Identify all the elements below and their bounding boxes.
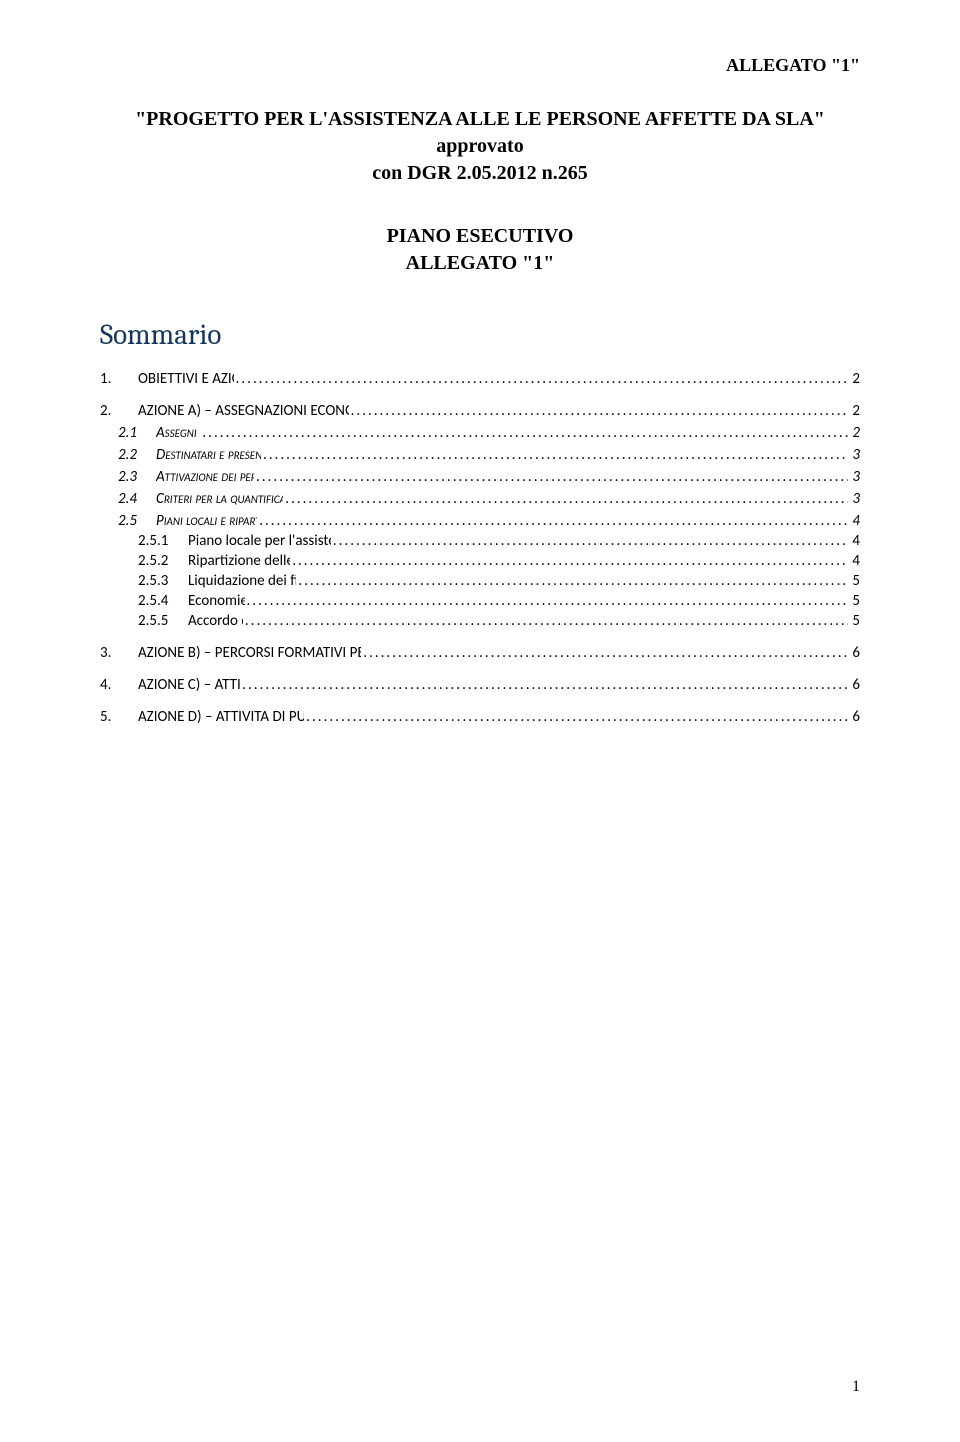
toc-entry-page: 6 [848,676,860,694]
toc-leader [349,402,849,420]
toc-leader [261,446,848,464]
toc-entry-2-1[interactable]: 2.1 Assegni di cura 2 [100,424,860,442]
toc-entry-number: 2. [100,402,138,420]
toc-leader [200,424,848,442]
toc-entry-label: AZIONE B) – PERCORSI FORMATIVI PER I FAM… [138,644,361,662]
toc-entry-label: Economie di spesa [188,592,245,610]
toc-entry-2-5[interactable]: 2.5 Piani locali e ripartizione delle ri… [100,512,860,530]
toc-entry-page: 5 [848,612,860,630]
toc-entry-label: Piano locale per l'assistenza alle perso… [188,532,331,550]
toc-entry-label: AZIONE D) – ATTIVITA DI PUBBLICIZZAZIONE… [138,708,304,726]
toc-leader [245,592,849,610]
toc-entry-5[interactable]: 5. AZIONE D) – ATTIVITA DI PUBBLICIZZAZI… [100,708,860,726]
header-annex-label: ALLEGATO "1" [100,55,860,76]
toc-entry-page: 4 [848,532,860,550]
toc-leader [257,512,848,530]
toc-entry-number: 4. [100,676,138,694]
toc-entry-label: Attivazione dei percorsi assistenziali. [156,468,254,486]
toc-entry-3[interactable]: 3. AZIONE B) – PERCORSI FORMATIVI PER I … [100,644,860,662]
toc-entry-number: 1. [100,370,138,388]
toc-entry-page: 4 [848,552,860,570]
toc-entry-number: 2.5.3 [100,572,188,590]
toc-entry-page: 3 [848,446,860,464]
toc-leader [283,490,848,508]
toc-entry-2-4[interactable]: 2.4 Criteri per la quantificazione degli… [100,490,860,508]
toc-entry-2-5-5[interactable]: 2.5.5 Accordo di fiducia 5 [100,612,860,630]
toc-entry-2[interactable]: 2. AZIONE A) – ASSEGNAZIONI ECONOMICHE P… [100,402,860,420]
toc-entry-2-2[interactable]: 2.2 Destinatari e presentazione delle is… [100,446,860,464]
document-page: ALLEGATO "1" "PROGETTO PER L'ASSISTENZA … [0,0,960,1442]
toc-entry-number: 2.5.1 [100,532,188,550]
toc-leader [290,552,848,570]
toc-heading: Sommario [100,319,860,352]
toc-entry-label: OBIETTIVI E AZIONI DEL PIANO [138,370,234,388]
toc-entry-label: Ripartizione delle risorse disponibili. [188,552,290,570]
table-of-contents: 1. OBIETTIVI E AZIONI DEL PIANO 2 2. AZI… [100,370,860,726]
toc-entry-page: 5 [848,592,860,610]
toc-entry-label: Liquidazione dei finanziamenti agli EAS [188,572,296,590]
toc-entry-page: 2 [848,370,860,388]
toc-entry-page: 5 [848,572,860,590]
toc-leader [296,572,848,590]
toc-entry-2-5-4[interactable]: 2.5.4 Economie di spesa 5 [100,592,860,610]
toc-entry-page: 4 [848,512,860,530]
toc-entry-4[interactable]: 4. AZIONE C) – ATTIVITÀ DI RICERCA 6 [100,676,860,694]
toc-entry-number: 2.1 [100,424,156,442]
toc-entry-label: AZIONE C) – ATTIVITÀ DI RICERCA [138,676,240,694]
toc-leader [331,532,849,550]
toc-entry-number: 2.3 [100,468,156,486]
toc-entry-2-5-1[interactable]: 2.5.1 Piano locale per l'assistenza alle… [100,532,860,550]
allegato-sublabel: ALLEGATO "1" [100,252,860,275]
toc-entry-number: 2.5.5 [100,612,188,630]
toc-entry-number: 5. [100,708,138,726]
toc-entry-label: Destinatari e presentazione delle istanz… [156,446,261,464]
project-title-line2: con DGR 2.05.2012 n.265 [100,162,860,185]
toc-entry-number: 2.5.2 [100,552,188,570]
toc-entry-number: 2.4 [100,490,156,508]
toc-entry-page: 2 [848,424,860,442]
toc-entry-label: Accordo di fiducia [188,612,243,630]
toc-entry-label: AZIONE A) – ASSEGNAZIONI ECONOMICHE PER … [138,402,349,420]
toc-entry-number: 3. [100,644,138,662]
toc-entry-label: Assegni di cura [156,424,200,442]
project-title-line1: "PROGETTO PER L'ASSISTENZA ALLE LE PERSO… [100,106,860,160]
page-number: 1 [852,1378,860,1396]
toc-entry-number: 2.5 [100,512,156,530]
toc-leader [243,612,849,630]
toc-entry-2-3[interactable]: 2.3 Attivazione dei percorsi assistenzia… [100,468,860,486]
toc-leader [234,370,849,388]
toc-entry-number: 2.5.4 [100,592,188,610]
toc-entry-label: Criteri per la quantificazione degli ass… [156,490,283,508]
toc-entry-page: 3 [848,468,860,486]
toc-leader [361,644,848,662]
toc-entry-page: 6 [848,708,860,726]
toc-leader [304,708,848,726]
toc-entry-label: Piani locali e ripartizione delle risors… [156,512,257,530]
toc-leader [240,676,848,694]
toc-entry-1[interactable]: 1. OBIETTIVI E AZIONI DEL PIANO 2 [100,370,860,388]
toc-entry-number: 2.2 [100,446,156,464]
toc-entry-page: 2 [848,402,860,420]
plan-label: PIANO ESECUTIVO [100,225,860,248]
toc-entry-page: 6 [848,644,860,662]
toc-leader [254,468,848,486]
toc-entry-page: 3 [848,490,860,508]
toc-entry-2-5-2[interactable]: 2.5.2 Ripartizione delle risorse disponi… [100,552,860,570]
toc-entry-2-5-3[interactable]: 2.5.3 Liquidazione dei finanziamenti agl… [100,572,860,590]
